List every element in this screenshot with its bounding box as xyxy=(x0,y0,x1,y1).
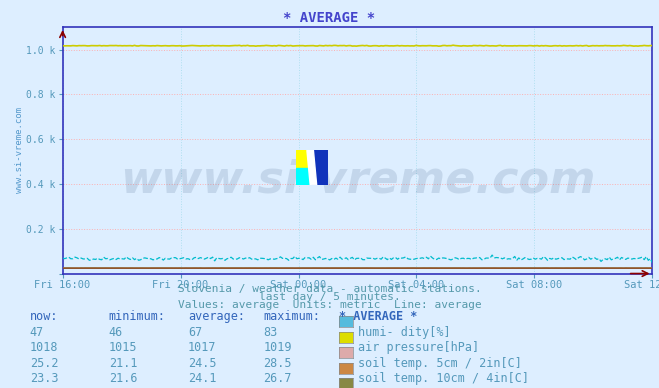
Text: air pressure[hPa]: air pressure[hPa] xyxy=(358,341,479,355)
Text: Slovenia / weather data - automatic stations.: Slovenia / weather data - automatic stat… xyxy=(178,284,481,294)
Text: 1017: 1017 xyxy=(188,341,216,355)
Text: * AVERAGE *: * AVERAGE * xyxy=(339,310,418,324)
Text: 1018: 1018 xyxy=(30,341,58,355)
Text: 28.5: 28.5 xyxy=(264,357,292,370)
Text: * AVERAGE *: * AVERAGE * xyxy=(283,11,376,25)
Text: www.si-vreme.com: www.si-vreme.com xyxy=(120,158,595,201)
Text: 26.7: 26.7 xyxy=(264,372,292,386)
Text: now:: now: xyxy=(30,310,58,324)
Text: Values: average  Units: metric  Line: average: Values: average Units: metric Line: aver… xyxy=(178,300,481,310)
Text: soil temp. 5cm / 2in[C]: soil temp. 5cm / 2in[C] xyxy=(358,357,522,370)
Text: 23.3: 23.3 xyxy=(30,372,58,386)
Bar xyxy=(296,151,312,168)
Polygon shape xyxy=(307,151,317,185)
Text: last day / 5 minutes.: last day / 5 minutes. xyxy=(258,292,401,302)
Text: 83: 83 xyxy=(264,326,278,339)
Text: 67: 67 xyxy=(188,326,202,339)
Text: average:: average: xyxy=(188,310,244,324)
Text: soil temp. 10cm / 4in[C]: soil temp. 10cm / 4in[C] xyxy=(358,372,529,386)
Text: minimum:: minimum: xyxy=(109,310,165,324)
Text: maximum:: maximum: xyxy=(264,310,320,324)
Text: 24.5: 24.5 xyxy=(188,357,216,370)
Text: 25.2: 25.2 xyxy=(30,357,58,370)
Text: 1015: 1015 xyxy=(109,341,137,355)
Text: 24.1: 24.1 xyxy=(188,372,216,386)
Bar xyxy=(296,168,312,185)
Bar xyxy=(312,151,328,185)
Text: 21.6: 21.6 xyxy=(109,372,137,386)
Text: 47: 47 xyxy=(30,326,44,339)
Y-axis label: www.si-vreme.com: www.si-vreme.com xyxy=(14,107,24,193)
Text: humi- dity[%]: humi- dity[%] xyxy=(358,326,451,339)
Text: 21.1: 21.1 xyxy=(109,357,137,370)
Text: 1019: 1019 xyxy=(264,341,292,355)
Text: 46: 46 xyxy=(109,326,123,339)
